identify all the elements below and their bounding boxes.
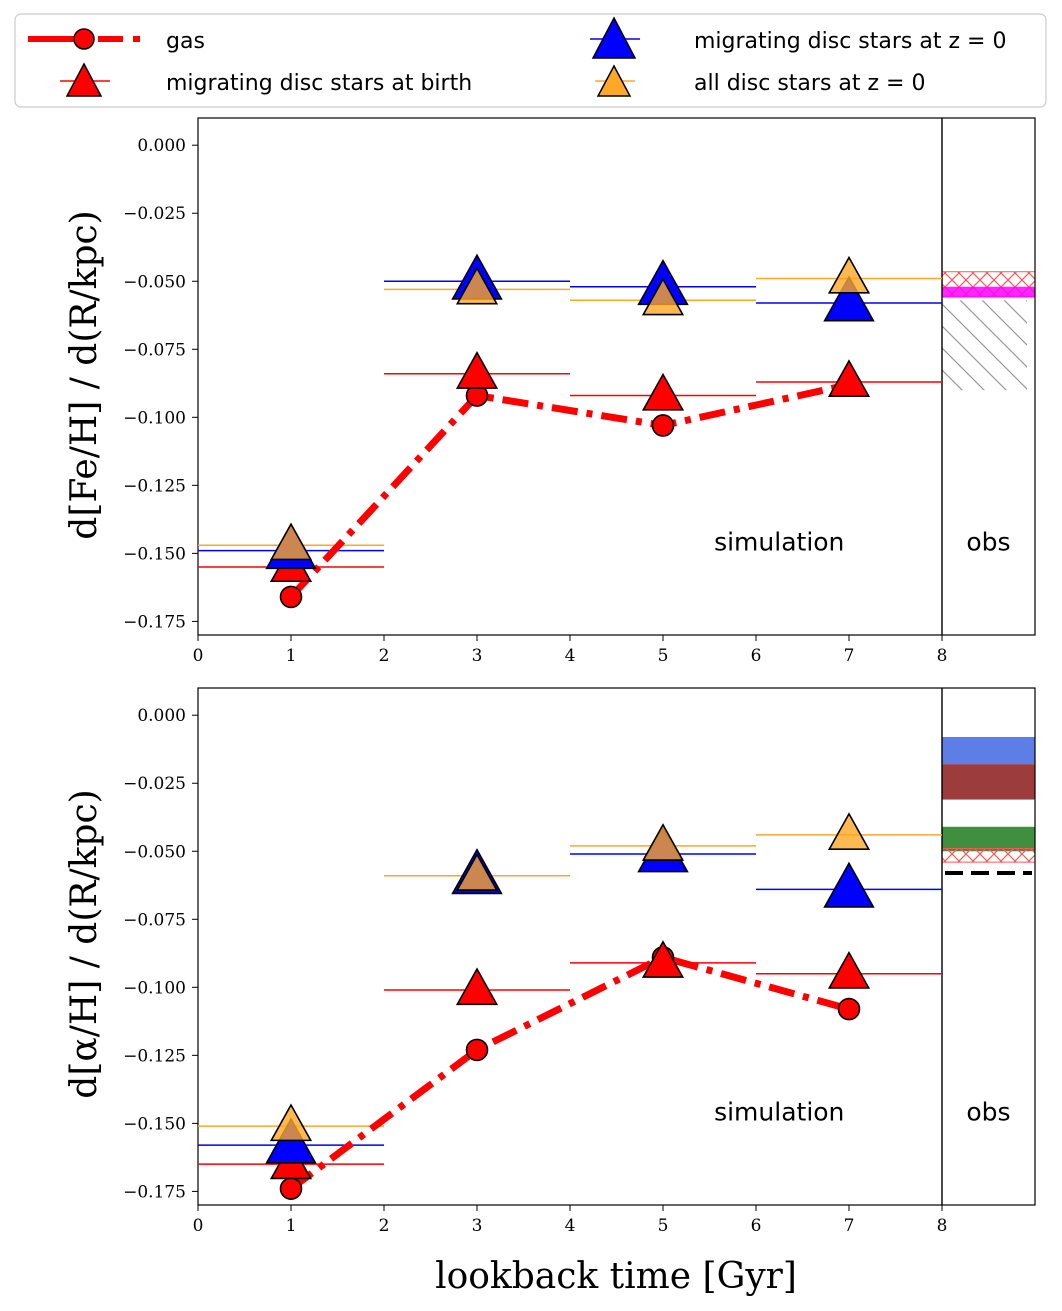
y-tick-label: −0.025: [123, 204, 186, 224]
annotation-obs: obs: [966, 528, 1010, 557]
gas-line: [288, 953, 850, 1192]
x-tick-label: 0: [193, 646, 204, 666]
obs-band-2: [942, 826, 1035, 852]
birth-marker: [827, 950, 871, 989]
x-tick-label: 2: [379, 646, 390, 666]
obs-band-1: [942, 286, 1035, 298]
all-disc-marker: [455, 853, 499, 891]
legend-all-marker: [596, 64, 632, 97]
migrating-marker: [823, 861, 875, 908]
y-tick-label: −0.050: [123, 842, 186, 862]
legend-birth-marker: [65, 62, 103, 97]
x-tick-label: 5: [658, 646, 669, 666]
legend-label-birth: migrating disc stars at birth: [166, 71, 472, 96]
y-tick-label: −0.100: [123, 978, 186, 998]
birth-marker: [455, 351, 499, 389]
y-tick-label: −0.075: [123, 910, 186, 930]
x-tick-label: 5: [658, 1216, 669, 1236]
legend-migrating-marker: [591, 16, 637, 59]
x-tick-label: 3: [472, 1216, 483, 1236]
all-disc-marker: [269, 1103, 313, 1142]
panel-fe-gradient: 0.000 −0.025 −0.050 −0.075 −0.100 −0.125 −0.15…: [123, 117, 1036, 666]
gas-point: [465, 1038, 489, 1062]
legend-item-birth: migrating disc stars at birth: [60, 62, 472, 97]
y-tick-label: −0.150: [123, 1114, 186, 1134]
legend-label-all: all disc stars at z = 0: [694, 71, 925, 96]
x-tick-label: 8: [937, 646, 948, 666]
legend: gas migrating disc stars at birth migrat…: [14, 13, 1047, 108]
legend-item-migrating: migrating disc stars at z = 0: [590, 16, 1006, 59]
y-tick-label: −0.075: [123, 340, 186, 360]
gas-line: [288, 381, 850, 600]
x-tick-label: 4: [565, 646, 576, 666]
y-tick-label: 0.000: [137, 136, 186, 156]
y-tick-label: −0.175: [123, 612, 186, 632]
y-tick-label: −0.050: [123, 272, 186, 292]
obs-band-2: [942, 300, 1027, 391]
birth-marker: [641, 372, 685, 411]
all-disc-marker: [827, 812, 871, 851]
obs-band-0: [942, 736, 1035, 765]
y-tick-label: −0.125: [123, 476, 186, 496]
y-tick-label: −0.125: [123, 1046, 186, 1066]
axes-frame: [197, 117, 1036, 636]
panel-alpha-gradient: 0.000 −0.025 −0.050 −0.075 −0.100 −0.125 −0.15…: [123, 687, 1036, 1236]
xlabel: lookback time [Gyr]: [435, 1256, 797, 1297]
legend-item-gas: gas: [28, 28, 205, 54]
all-disc-marker: [641, 277, 685, 316]
ylabel-alpha: d[α/H] / d(R/kpc): [64, 789, 105, 1098]
x-tick-label: 7: [844, 1216, 855, 1236]
y-tick-label: −0.150: [123, 544, 186, 564]
gas-point: [279, 1177, 303, 1200]
y-tick-label: −0.025: [123, 774, 186, 794]
all-disc-marker: [827, 255, 871, 294]
x-tick-label: 2: [379, 1216, 390, 1236]
x-tick-label: 6: [751, 646, 762, 666]
all-disc-marker: [269, 522, 313, 561]
gas-point: [837, 997, 861, 1021]
birth-marker: [827, 359, 871, 398]
all-disc-marker: [455, 266, 499, 305]
x-tick-label: 7: [844, 646, 855, 666]
legend-item-all: all disc stars at z = 0: [595, 64, 925, 97]
axes-frame: [197, 687, 1036, 1206]
x-tick-label: 3: [472, 646, 483, 666]
birth-marker: [455, 967, 499, 1006]
legend-label-gas: gas: [166, 29, 205, 54]
x-tick-label: 1: [286, 646, 297, 666]
y-tick-label: −0.175: [123, 1182, 186, 1202]
gas-point: [651, 414, 675, 437]
y-tick-label: 0.000: [137, 706, 186, 726]
annotation-simulation: simulation: [714, 1098, 844, 1127]
obs-band-1: [942, 764, 1035, 800]
x-tick-label: 6: [751, 1216, 762, 1236]
annotation-simulation: simulation: [714, 528, 844, 557]
legend-label-migrating: migrating disc stars at z = 0: [694, 29, 1006, 54]
x-tick-label: 4: [565, 1216, 576, 1236]
all-disc-marker: [641, 823, 685, 861]
x-tick-label: 0: [193, 1216, 204, 1236]
gas-point: [279, 585, 303, 609]
annotation-obs: obs: [966, 1098, 1010, 1127]
obs-band-3: [941, 848, 1036, 863]
x-tick-label: 8: [937, 1216, 948, 1236]
y-tick-label: −0.100: [123, 408, 186, 428]
birth-marker: [641, 940, 685, 978]
ylabel-fe: d[Fe/H] / d(R/kpc): [64, 210, 105, 539]
x-tick-label: 1: [286, 1216, 297, 1236]
migrating-marker: [823, 275, 875, 322]
legend-gas-marker: [73, 28, 95, 50]
